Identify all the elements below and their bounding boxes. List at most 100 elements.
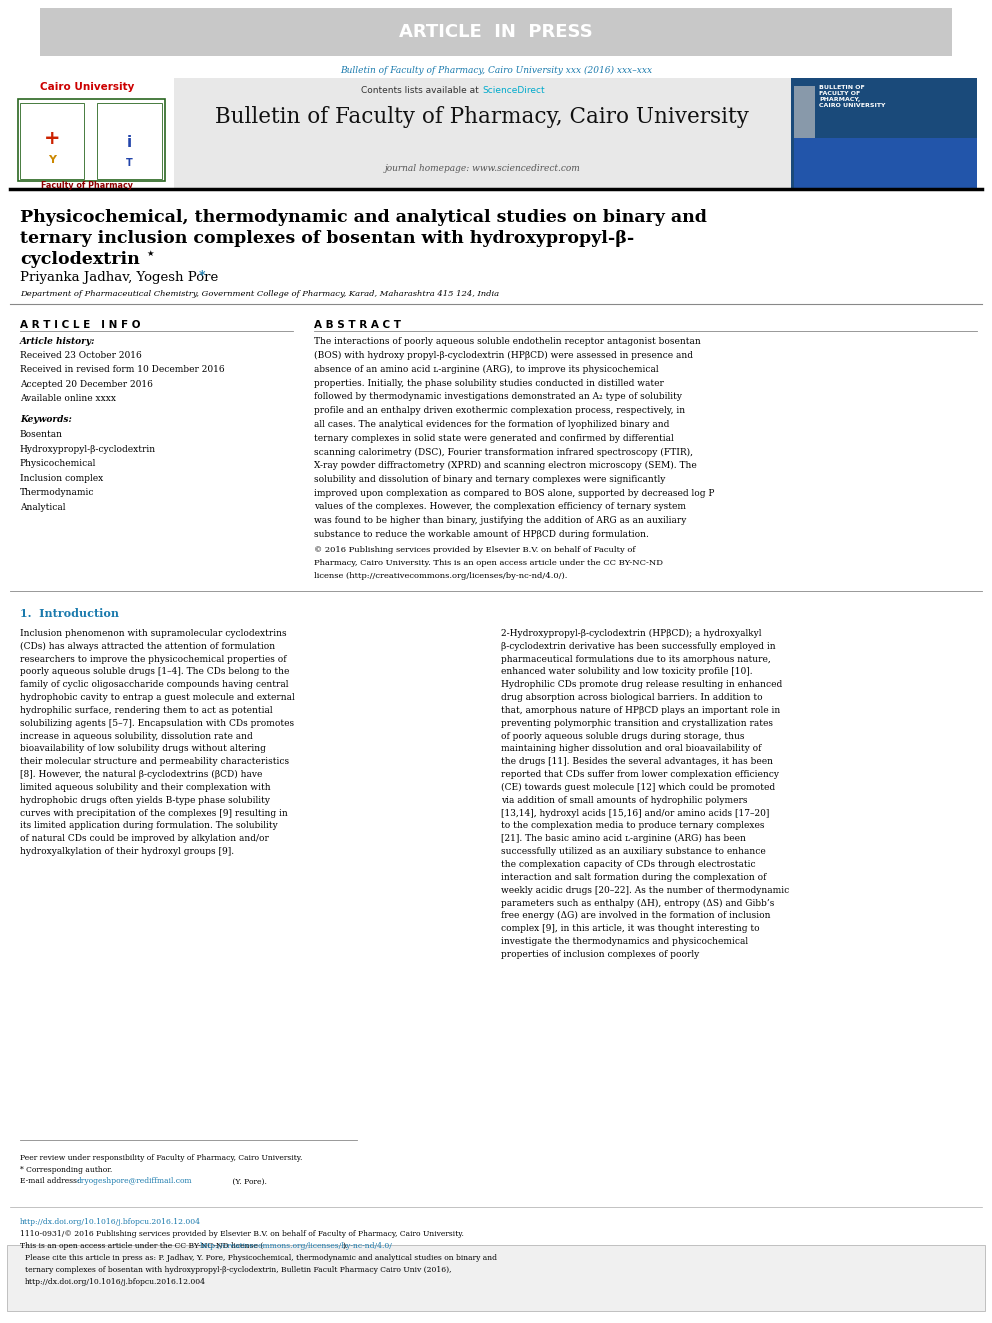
Text: Priyanka Jadhav, Yogesh Pore: Priyanka Jadhav, Yogesh Pore [20,271,218,284]
Text: Department of Pharmaceutical Chemistry, Government College of Pharmacy, Karad, M: Department of Pharmaceutical Chemistry, … [20,290,499,298]
Text: cyclodextrin: cyclodextrin [20,251,140,269]
Text: ★: ★ [147,249,155,258]
Text: values of the complexes. However, the complexation efficiency of ternary system: values of the complexes. However, the co… [314,503,686,512]
Text: http://dx.doi.org/10.1016/j.bfopcu.2016.12.004: http://dx.doi.org/10.1016/j.bfopcu.2016.… [20,1218,200,1226]
Text: that, amorphous nature of HPβCD plays an important role in: that, amorphous nature of HPβCD plays an… [501,706,781,714]
Text: *: * [198,270,205,283]
Text: The interactions of poorly aqueous soluble endothelin receptor antagonist bosent: The interactions of poorly aqueous solub… [314,337,701,347]
FancyBboxPatch shape [20,103,84,179]
Text: ).: ). [342,1242,348,1250]
Text: substance to reduce the workable amount of HPβCD during formulation.: substance to reduce the workable amount … [314,531,650,538]
FancyBboxPatch shape [794,86,815,139]
Text: Y: Y [49,155,57,165]
FancyBboxPatch shape [794,138,977,188]
Text: journal homepage: www.sciencedirect.com: journal homepage: www.sciencedirect.com [384,164,580,173]
Text: * Corresponding author.: * Corresponding author. [20,1166,112,1174]
FancyBboxPatch shape [40,8,952,56]
Text: license (http://creativecommons.org/licenses/by-nc-nd/4.0/).: license (http://creativecommons.org/lice… [314,573,567,581]
Text: This is an open access article under the CC BY-NC-ND license (: This is an open access article under the… [20,1242,263,1250]
Text: hydrophilic surface, rendering them to act as potential: hydrophilic surface, rendering them to a… [20,706,273,714]
Text: poorly aqueous soluble drugs [1–4]. The CDs belong to the: poorly aqueous soluble drugs [1–4]. The … [20,667,290,676]
Text: curves with precipitation of the complexes [9] resulting in: curves with precipitation of the complex… [20,808,288,818]
Text: profile and an enthalpy driven exothermic complexation process, respectively, in: profile and an enthalpy driven exothermi… [314,406,685,415]
Text: the complexation capacity of CDs through electrostatic: the complexation capacity of CDs through… [501,860,756,869]
Text: [8]. However, the natural β-cyclodextrins (βCD) have: [8]. However, the natural β-cyclodextrin… [20,770,262,779]
Text: Peer review under responsibility of Faculty of Pharmacy, Cairo University.: Peer review under responsibility of Facu… [20,1154,303,1162]
Text: Thermodynamic: Thermodynamic [20,488,94,497]
Text: Cairo University: Cairo University [40,82,135,93]
Text: was found to be higher than binary, justifying the addition of ARG as an auxilia: was found to be higher than binary, just… [314,516,686,525]
Text: bioavailability of low solubility drugs without altering: bioavailability of low solubility drugs … [20,745,266,754]
FancyBboxPatch shape [174,78,791,188]
Text: Physicochemical, thermodynamic and analytical studies on binary and: Physicochemical, thermodynamic and analy… [20,209,706,226]
Text: Contents lists available at: Contents lists available at [361,86,482,95]
Text: limited aqueous solubility and their complexation with: limited aqueous solubility and their com… [20,783,271,792]
Text: solubilizing agents [5–7]. Encapsulation with CDs promotes: solubilizing agents [5–7]. Encapsulation… [20,718,294,728]
Text: (Y. Pore).: (Y. Pore). [230,1177,267,1185]
Text: Bosentan: Bosentan [20,430,62,439]
Text: http://dx.doi.org/10.1016/j.bfopcu.2016.12.004: http://dx.doi.org/10.1016/j.bfopcu.2016.… [25,1278,205,1286]
Text: properties of inclusion complexes of poorly: properties of inclusion complexes of poo… [501,950,699,959]
Text: followed by thermodynamic investigations demonstrated an A₂ type of solubility: followed by thermodynamic investigations… [314,393,682,401]
Text: free energy (ΔG) are involved in the formation of inclusion: free energy (ΔG) are involved in the for… [501,912,771,921]
Text: [21]. The basic amino acid ʟ-arginine (ARG) has been: [21]. The basic amino acid ʟ-arginine (A… [501,835,746,843]
Text: E-mail address:: E-mail address: [20,1177,81,1185]
Text: T: T [126,157,132,168]
Text: Hydrophilic CDs promote drug release resulting in enhanced: Hydrophilic CDs promote drug release res… [501,680,783,689]
Text: β-cyclodextrin derivative has been successfully employed in: β-cyclodextrin derivative has been succe… [501,642,776,651]
Text: Bulletin of Faculty of Pharmacy, Cairo University: Bulletin of Faculty of Pharmacy, Cairo U… [215,106,749,128]
Text: hydrophobic cavity to entrap a guest molecule and external: hydrophobic cavity to entrap a guest mol… [20,693,295,703]
Text: © 2016 Publishing services provided by Elsevier B.V. on behalf of Faculty of: © 2016 Publishing services provided by E… [314,546,636,554]
Text: ScienceDirect: ScienceDirect [482,86,545,95]
Text: Analytical: Analytical [20,503,65,512]
FancyBboxPatch shape [97,103,162,179]
Text: interaction and salt formation during the complexation of: interaction and salt formation during th… [501,873,767,882]
FancyBboxPatch shape [7,1245,985,1311]
Text: scanning calorimetry (DSC), Fourier transformation infrared spectroscopy (FTIR),: scanning calorimetry (DSC), Fourier tran… [314,447,693,456]
Text: of natural CDs could be improved by alkylation and/or: of natural CDs could be improved by alky… [20,835,269,843]
FancyBboxPatch shape [791,78,977,188]
Text: BULLETIN OF
FACULTY OF
PHARMACY,
CAIRO UNIVERSITY: BULLETIN OF FACULTY OF PHARMACY, CAIRO U… [819,85,886,108]
Text: researchers to improve the physicochemical properties of: researchers to improve the physicochemic… [20,655,287,664]
Text: dryogeshpore@rediffmail.com: dryogeshpore@rediffmail.com [76,1177,192,1185]
Text: absence of an amino acid ʟ-arginine (ARG), to improve its physicochemical: absence of an amino acid ʟ-arginine (ARG… [314,365,659,374]
Text: Hydroxypropyl-β-cyclodextrin: Hydroxypropyl-β-cyclodextrin [20,445,156,454]
Text: all cases. The analytical evidences for the formation of lyophilized binary and: all cases. The analytical evidences for … [314,419,670,429]
Text: pharmaceutical formulations due to its amorphous nature,: pharmaceutical formulations due to its a… [501,655,771,664]
Text: solubility and dissolution of binary and ternary complexes were significantly: solubility and dissolution of binary and… [314,475,666,484]
Text: i: i [126,135,132,151]
Text: their molecular structure and permeability characteristics: their molecular structure and permeabili… [20,757,289,766]
Text: 1.  Introduction: 1. Introduction [20,607,119,619]
Text: Accepted 20 December 2016: Accepted 20 December 2016 [20,380,153,389]
Text: its limited application during formulation. The solubility: its limited application during formulati… [20,822,278,831]
Text: hydroxyalkylation of their hydroxyl groups [9].: hydroxyalkylation of their hydroxyl grou… [20,847,234,856]
Text: preventing polymorphic transition and crystallization rates: preventing polymorphic transition and cr… [501,718,773,728]
Text: (CE) towards guest molecule [12] which could be promoted: (CE) towards guest molecule [12] which c… [501,783,775,792]
Text: increase in aqueous solubility, dissolution rate and: increase in aqueous solubility, dissolut… [20,732,253,741]
Text: Please cite this article in press as: P. Jadhav, Y. Pore, Physicochemical, therm: Please cite this article in press as: P.… [25,1254,497,1262]
Text: 1110-0931/© 2016 Publishing services provided by Elsevier B.V. on behalf of Facu: 1110-0931/© 2016 Publishing services pro… [20,1230,463,1238]
Text: properties. Initially, the phase solubility studies conducted in distilled water: properties. Initially, the phase solubil… [314,378,665,388]
Text: ARTICLE  IN  PRESS: ARTICLE IN PRESS [399,22,593,41]
Text: weekly acidic drugs [20–22]. As the number of thermodynamic: weekly acidic drugs [20–22]. As the numb… [501,885,790,894]
Text: investigate the thermodynamics and physicochemical: investigate the thermodynamics and physi… [501,937,748,946]
Text: complex [9], in this article, it was thought interesting to: complex [9], in this article, it was tho… [501,923,760,933]
Text: Inclusion complex: Inclusion complex [20,474,103,483]
Text: to the complexation media to produce ternary complexes: to the complexation media to produce ter… [501,822,765,831]
Text: ternary complexes of bosentan with hydroxypropyl-β-cyclodextrin, Bulletin Facult: ternary complexes of bosentan with hydro… [25,1266,451,1274]
Text: family of cyclic oligosaccharide compounds having central: family of cyclic oligosaccharide compoun… [20,680,289,689]
Text: (BOS) with hydroxy propyl-β-cyclodextrin (HPβCD) were assessed in presence and: (BOS) with hydroxy propyl-β-cyclodextrin… [314,351,693,360]
Text: +: + [45,130,61,148]
Text: http://creativecommons.org/licenses/by-nc-nd/4.0/: http://creativecommons.org/licenses/by-n… [200,1242,393,1250]
Text: drug absorption across biological barriers. In addition to: drug absorption across biological barrie… [501,693,763,703]
Text: X-ray powder diffractometry (XPRD) and scanning electron microscopy (SEM). The: X-ray powder diffractometry (XPRD) and s… [314,462,697,470]
Text: enhanced water solubility and low toxicity profile [10].: enhanced water solubility and low toxici… [501,667,753,676]
Text: Inclusion phenomenon with supramolecular cyclodextrins: Inclusion phenomenon with supramolecular… [20,628,287,638]
Text: Physicochemical: Physicochemical [20,459,96,468]
Text: Faculty of Pharmacy: Faculty of Pharmacy [42,181,133,191]
Text: Article history:: Article history: [20,337,95,347]
Text: Bulletin of Faculty of Pharmacy, Cairo University xxx (2016) xxx–xxx: Bulletin of Faculty of Pharmacy, Cairo U… [340,66,652,75]
Text: (CDs) has always attracted the attention of formulation: (CDs) has always attracted the attention… [20,642,275,651]
Text: the drugs [11]. Besides the several advantages, it has been: the drugs [11]. Besides the several adva… [501,757,773,766]
Text: Available online xxxx: Available online xxxx [20,394,116,404]
